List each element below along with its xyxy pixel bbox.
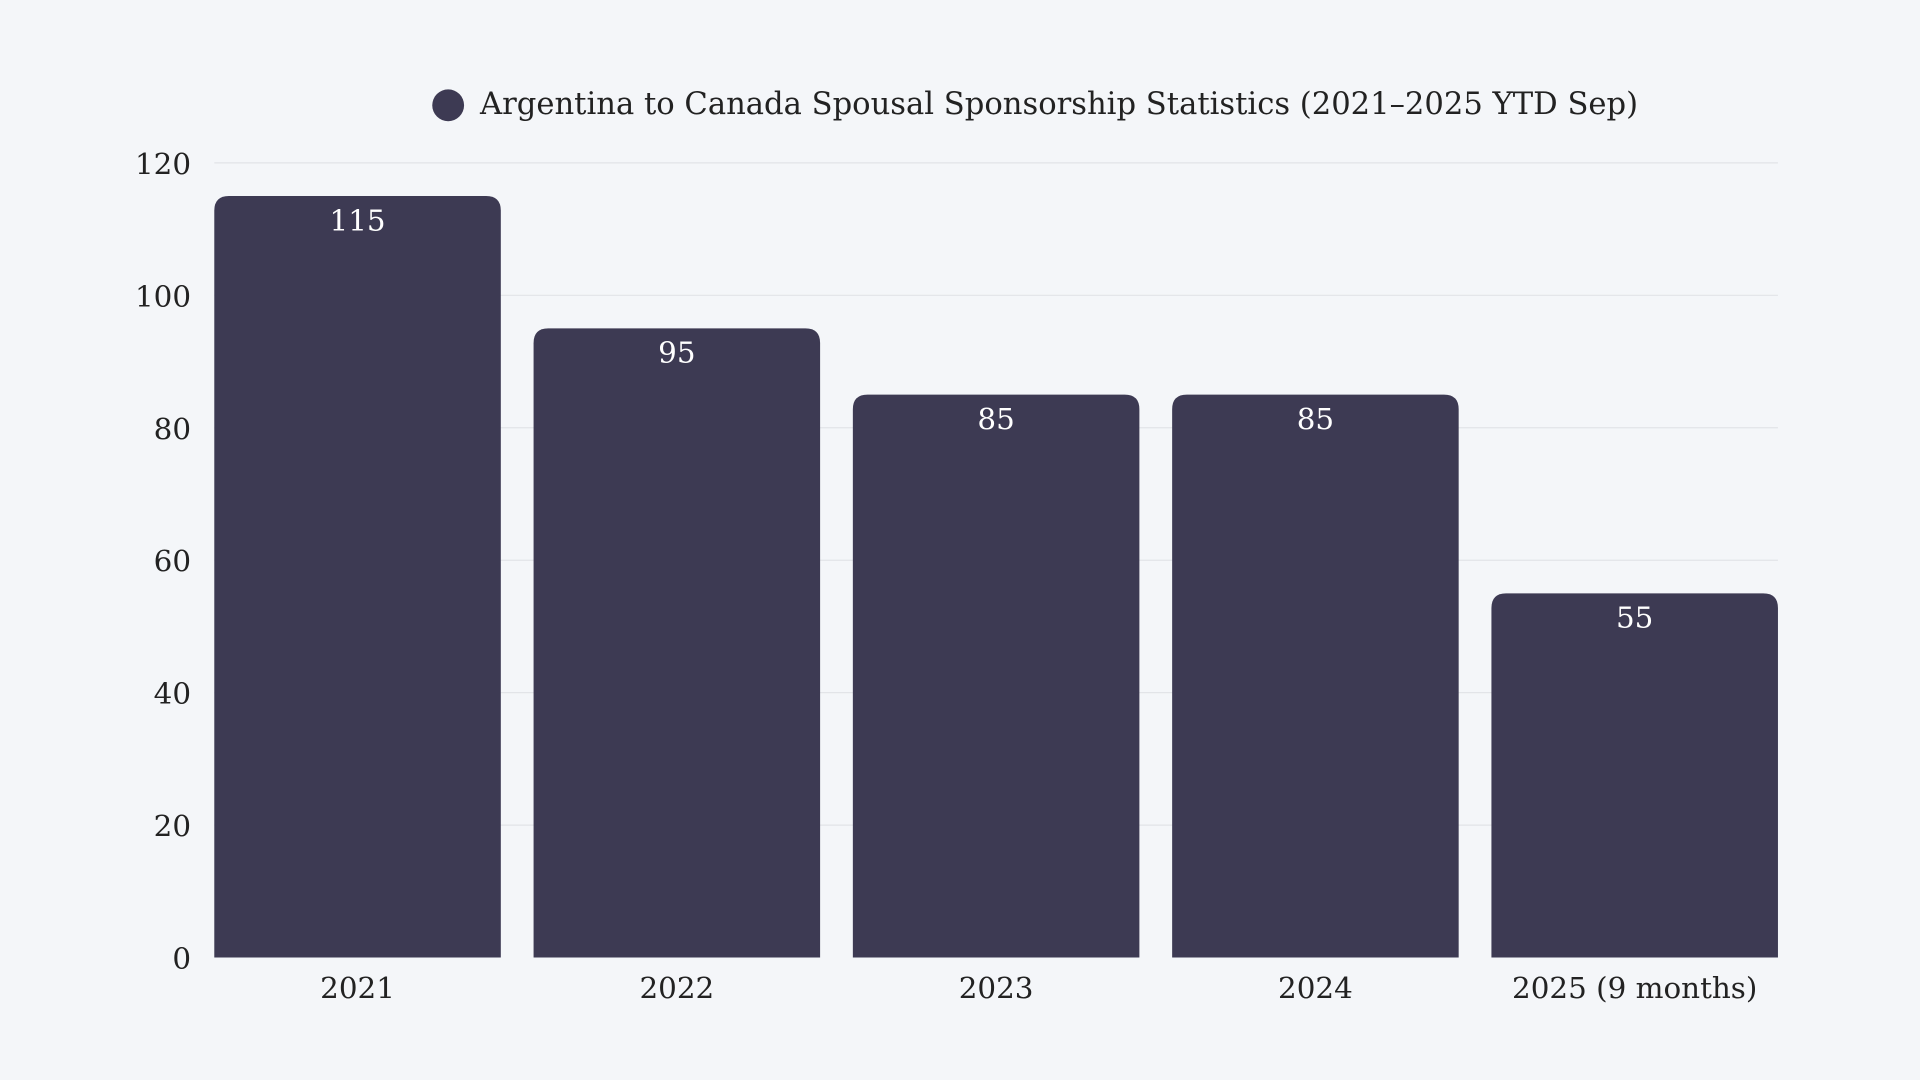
y-tick-label: 100 <box>135 279 191 313</box>
data-label: 85 <box>977 402 1014 436</box>
data-label: 115 <box>330 203 386 237</box>
x-axis: 2021 2022 2023 2024 2025 (9 months) <box>320 971 1757 1005</box>
x-tick-label: 2025 (9 months) <box>1512 971 1757 1005</box>
legend-label: Argentina to Canada Spousal Sponsorship … <box>479 87 1638 122</box>
bar-2024 <box>1172 394 1459 958</box>
bar-2022 <box>533 328 821 958</box>
legend-swatch <box>432 89 465 122</box>
bar-2025-9-months <box>1491 593 1778 958</box>
x-tick-label: 2024 <box>1278 971 1353 1005</box>
data-label: 55 <box>1616 601 1653 635</box>
x-tick-label: 2022 <box>639 971 714 1005</box>
x-tick-label: 2023 <box>959 971 1034 1005</box>
bars: 115 95 85 85 55 <box>214 195 1778 958</box>
y-tick-label: 80 <box>154 412 191 446</box>
data-label: 85 <box>1297 402 1334 436</box>
legend: Argentina to Canada Spousal Sponsorship … <box>432 87 1638 122</box>
y-axis: 0 20 40 60 80 100 120 <box>135 147 191 976</box>
y-tick-label: 40 <box>154 677 191 711</box>
y-tick-label: 120 <box>135 147 191 181</box>
bar-2021 <box>214 195 501 958</box>
data-label: 95 <box>658 336 695 370</box>
y-tick-label: 60 <box>154 544 191 578</box>
bar-2023 <box>852 394 1140 958</box>
y-tick-label: 0 <box>172 942 191 976</box>
y-tick-label: 20 <box>154 809 191 843</box>
x-tick-label: 2021 <box>320 971 395 1005</box>
